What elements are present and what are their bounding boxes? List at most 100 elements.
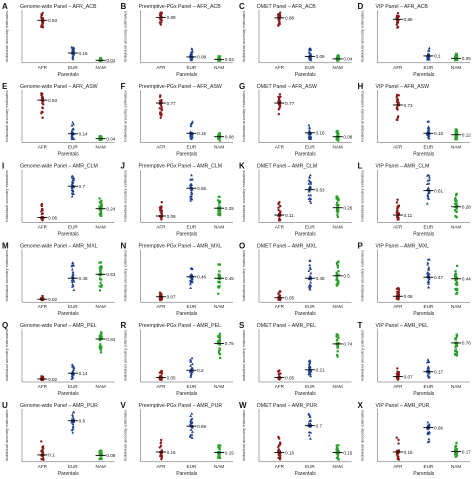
data-point: [395, 436, 398, 439]
data-point: [454, 287, 457, 291]
median-label: 0.05: [462, 56, 471, 61]
data-point: [396, 198, 399, 201]
data-point: [159, 13, 162, 16]
data-point: [278, 11, 282, 14]
data-point: [308, 415, 312, 418]
x-tick-label: NAM: [214, 224, 224, 229]
data-point: [218, 446, 221, 449]
data-point: [71, 57, 75, 61]
data-point: [427, 186, 430, 189]
data-point: [191, 135, 194, 138]
x-tick-label: EUR: [305, 65, 315, 70]
data-point: [428, 430, 431, 434]
data-point: [396, 100, 399, 104]
panel-letter: U: [2, 401, 8, 410]
median-label: 0.15: [225, 450, 234, 455]
panel-title: Genome-wide Panel – AMR_CLM: [20, 164, 98, 170]
median-label: 0.09: [316, 54, 325, 59]
data-point: [99, 268, 102, 271]
data-point: [426, 193, 430, 196]
panel-title: DMET Panel – AMR_CLM: [257, 164, 317, 170]
y-axis-label: Individual ancestry estimates: [4, 91, 9, 142]
data-point: [277, 453, 280, 456]
data-point: [337, 204, 340, 207]
data-point: [336, 450, 339, 453]
data-point: [335, 195, 338, 198]
data-point: [278, 93, 282, 96]
data-point: [427, 279, 430, 283]
data-point: [455, 53, 458, 56]
data-point: [189, 183, 193, 186]
data-point: [309, 437, 312, 440]
median-label: 0.16: [79, 51, 88, 56]
data-point: [278, 15, 281, 18]
data-point: [454, 444, 457, 448]
data-point: [337, 452, 340, 455]
panel-title: VIP Panel – AMR_MXL: [376, 243, 430, 249]
data-point: [188, 279, 192, 282]
panel-title: Preemptive-PGx Panel – AFR_ASW: [139, 84, 222, 90]
data-point: [336, 263, 339, 266]
x-tick-label: NAM: [214, 304, 224, 309]
data-point: [71, 410, 75, 414]
median-label: 0.89: [167, 15, 176, 20]
data-point: [337, 139, 340, 142]
data-point: [335, 208, 339, 211]
median-label: 0.8: [79, 419, 86, 424]
median-label: 0.88: [285, 16, 294, 21]
panel-j: J Preemptive-PGx Panel – AMR_CLM Individua…: [121, 162, 235, 238]
data-point: [217, 454, 220, 458]
data-point: [99, 332, 103, 335]
data-point: [307, 129, 311, 132]
panel-r: R Preemptive-PGx Panel – AMR_PEL Individua…: [121, 321, 235, 397]
panel-title: Preemptive-PGx Panel – AMR_MXL: [139, 243, 222, 249]
data-point: [455, 138, 458, 141]
data-point: [189, 188, 193, 191]
data-point: [337, 55, 340, 58]
data-point: [335, 456, 338, 460]
data-point: [277, 370, 280, 373]
median-label: 0.2: [197, 368, 204, 373]
x-tick-label: AFR: [275, 464, 285, 469]
data-point: [396, 218, 399, 221]
data-point: [217, 213, 220, 216]
data-point: [335, 273, 338, 276]
data-point: [160, 105, 163, 109]
x-tick-label: EUR: [424, 65, 434, 70]
median-label: 0.09: [167, 214, 176, 219]
data-point: [190, 133, 194, 136]
data-point: [72, 176, 76, 180]
x-axis-label: Parentals: [295, 391, 317, 397]
data-point: [335, 201, 339, 204]
data-point: [72, 47, 75, 51]
data-point: [454, 349, 457, 353]
median-label: 0.16: [404, 450, 413, 455]
data-point: [278, 204, 282, 208]
data-point: [426, 120, 430, 123]
y-axis-label: Individual ancestry estimates: [360, 91, 365, 142]
x-tick-label: AFR: [38, 65, 48, 70]
data-point: [71, 56, 75, 59]
data-point: [307, 372, 311, 376]
data-point: [396, 108, 399, 111]
data-point: [218, 202, 221, 205]
data-point: [426, 126, 430, 130]
y-axis-label: Individual ancestry estimates: [241, 250, 246, 301]
data-point: [71, 414, 75, 418]
data-point: [189, 372, 193, 376]
data-point: [158, 378, 162, 381]
x-tick-label: NAM: [333, 224, 343, 229]
data-point: [426, 274, 429, 278]
x-tick-label: AFR: [275, 224, 285, 229]
data-point: [72, 53, 76, 56]
panel-w: W DMET Panel – AMR_PUR Individual ancestry…: [239, 401, 353, 477]
panel-letter: A: [2, 2, 8, 11]
data-point: [71, 54, 75, 58]
data-point: [188, 178, 192, 181]
median-label: 0.76: [462, 341, 471, 346]
data-point: [159, 444, 163, 448]
data-point: [189, 282, 192, 286]
x-tick-label: EUR: [305, 464, 315, 469]
data-point: [71, 273, 75, 276]
x-tick-label: AFR: [156, 224, 166, 229]
